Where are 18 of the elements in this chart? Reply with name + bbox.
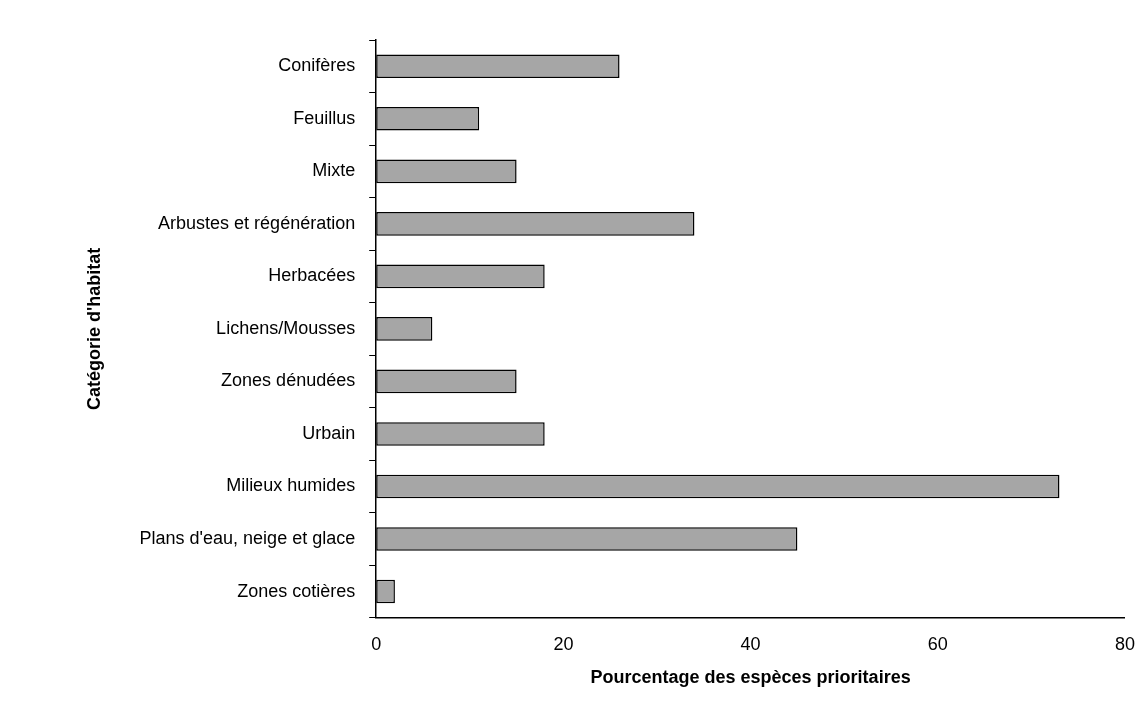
y-tick-label: Mixte <box>312 160 356 181</box>
y-tick-label: Zones dénudées <box>221 370 356 391</box>
x-tick-label: 20 <box>553 633 574 654</box>
x-tick-label: 0 <box>371 633 382 654</box>
y-tick-label: Arbustes et régénération <box>158 212 356 233</box>
y-tick-label: Zones cotières <box>237 580 356 601</box>
y-tick-label: Herbacées <box>268 265 356 286</box>
x-tick-label: 80 <box>1114 633 1135 654</box>
x-tick-label: 60 <box>927 633 948 654</box>
y-tick-label: Feuillus <box>293 107 356 128</box>
x-axis-title: Pourcentage des espèces prioritaires <box>590 667 911 688</box>
y-axis-title: Catégorie d'habitat <box>83 247 104 411</box>
y-tick-label: Plans d'eau, neige et glace <box>139 527 356 548</box>
y-tick-label: Conifères <box>278 55 356 76</box>
y-tick-label: Milieux humides <box>226 475 356 496</box>
y-tick-label: Lichens/Mousses <box>216 317 356 338</box>
y-tick-label: Urbain <box>302 422 356 443</box>
x-tick-label: 40 <box>740 633 761 654</box>
